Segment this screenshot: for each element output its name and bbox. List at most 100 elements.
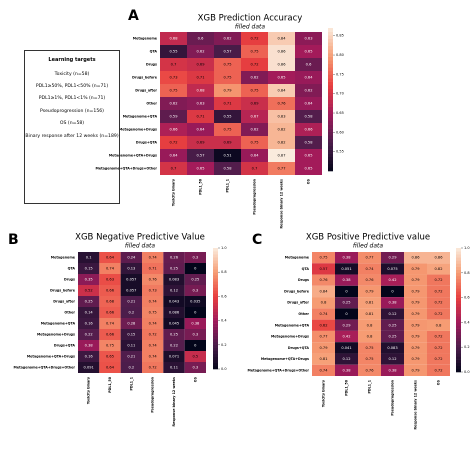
heatmap-cell bbox=[241, 45, 268, 58]
colorbar-segment bbox=[456, 331, 461, 336]
cell-label: 0 bbox=[194, 344, 197, 348]
colorbar-segment bbox=[456, 341, 461, 345]
heatmap-cell bbox=[358, 342, 381, 354]
row-label: Drugs+QTA bbox=[136, 141, 158, 145]
heatmap-cell bbox=[187, 97, 214, 110]
cell-label: 0.38 bbox=[388, 301, 397, 305]
cell-label: 0.8 bbox=[436, 323, 442, 327]
colorbar-tick-label: 0.60 bbox=[336, 130, 344, 134]
heatmap-cell bbox=[187, 71, 214, 84]
colorbar-segment bbox=[456, 254, 461, 258]
heatmap-cell bbox=[295, 149, 322, 162]
panel-letter: B bbox=[8, 232, 19, 248]
colorbar-segment bbox=[328, 128, 333, 132]
colorbar-segment bbox=[456, 316, 461, 320]
cell-label: 0.74 bbox=[106, 322, 115, 326]
heatmap-cell bbox=[312, 353, 335, 365]
cell-label: 0.26 bbox=[170, 256, 179, 260]
heatmap-cell bbox=[163, 274, 185, 285]
colorbar-segment bbox=[328, 53, 333, 57]
cell-label: 0.69 bbox=[250, 102, 259, 106]
row-label: Other bbox=[146, 102, 157, 106]
cell-label: 0.75 bbox=[223, 63, 231, 67]
cell-label: 0.79 bbox=[411, 357, 420, 361]
heatmap-cell bbox=[241, 149, 268, 162]
heatmap-cell bbox=[160, 71, 187, 84]
row-label: QTA bbox=[302, 267, 310, 271]
colorbar-segment bbox=[456, 297, 461, 301]
heatmap-cell bbox=[160, 45, 187, 58]
colorbar-segment bbox=[456, 337, 461, 342]
colorbar-segment bbox=[213, 293, 218, 297]
cell-label: 0.77 bbox=[319, 335, 327, 339]
heatmap-cell bbox=[335, 353, 358, 365]
heatmap-cell bbox=[142, 340, 164, 351]
colorbar-segment bbox=[456, 248, 461, 252]
row-label: Drugs_after bbox=[53, 300, 75, 304]
heatmap-cell bbox=[404, 274, 427, 286]
heatmap-cell bbox=[99, 351, 121, 362]
cell-label: 0.79 bbox=[411, 289, 420, 293]
cell-label: 0.69 bbox=[196, 63, 205, 67]
heatmap-cell bbox=[184, 285, 206, 296]
heatmap-cell bbox=[381, 308, 404, 320]
cell-label: 0.72 bbox=[434, 346, 442, 350]
colorbar-segment bbox=[213, 329, 218, 333]
heatmap-cell bbox=[99, 263, 121, 274]
colorbar-segment bbox=[456, 263, 461, 267]
cell-label: 0.79 bbox=[411, 278, 420, 282]
cell-label: 0.82 bbox=[434, 267, 442, 271]
row-label: Metagenome+QTA+Drugs+Other bbox=[14, 366, 76, 370]
cell-label: 0.1 bbox=[86, 256, 92, 260]
colorbar-segment bbox=[456, 275, 461, 280]
cell-label: 0.82 bbox=[277, 141, 285, 145]
colorbar-segment bbox=[213, 365, 218, 370]
heatmap-cell bbox=[142, 318, 164, 329]
heatmap-cell bbox=[99, 285, 121, 296]
colorbar-segment bbox=[456, 353, 461, 357]
heatmap-cell bbox=[358, 353, 381, 365]
cell-label: 0 bbox=[345, 312, 348, 316]
column-label: Pseudoprogression bbox=[253, 178, 257, 214]
cell-label: 0.29 bbox=[388, 256, 397, 260]
cell-label: 0.083 bbox=[169, 278, 179, 282]
cell-label: 0.16 bbox=[85, 322, 94, 326]
colorbar-tick-label: 0.2 bbox=[464, 345, 470, 349]
heatmap-cell bbox=[99, 307, 121, 318]
heatmap-cell bbox=[358, 297, 381, 309]
cell-label: 0.79 bbox=[411, 335, 420, 339]
cell-label: 0.6 bbox=[198, 37, 204, 41]
colorbar-segment bbox=[456, 325, 461, 329]
colorbar-segment bbox=[328, 99, 333, 104]
heatmap-cell bbox=[214, 32, 241, 45]
legend-item: OS (n=58) bbox=[59, 121, 85, 127]
colorbar-segment bbox=[213, 308, 218, 312]
colorbar-tick-label: 0.8 bbox=[221, 270, 227, 274]
cell-label: 0.72 bbox=[434, 289, 442, 293]
cell-label: 0.64 bbox=[169, 154, 178, 158]
row-label: Metagenome+QTA+Drugs bbox=[109, 154, 157, 158]
cell-label: 0.72 bbox=[149, 333, 157, 337]
heatmap-cell bbox=[214, 136, 241, 149]
cell-label: 0.68 bbox=[106, 300, 115, 304]
heatmap-cell bbox=[358, 364, 381, 376]
heatmap-cell bbox=[214, 162, 241, 175]
heatmap-cell bbox=[335, 342, 358, 354]
cell-label: 0.81 bbox=[365, 301, 373, 305]
heatmap-cell bbox=[184, 329, 206, 340]
colorbar-segment bbox=[456, 328, 461, 332]
cell-label: 0.57 bbox=[319, 267, 327, 271]
heatmap-cell bbox=[142, 274, 164, 285]
cell-label: 0.75 bbox=[365, 346, 373, 350]
cell-label: 0.84 bbox=[277, 89, 286, 93]
colorbar-segment bbox=[328, 35, 333, 40]
heatmap-cell bbox=[160, 84, 187, 97]
chart-title: XGB Positive Predictive value bbox=[306, 233, 430, 243]
cell-label: 0.12 bbox=[388, 312, 396, 316]
heatmap-cell bbox=[268, 32, 295, 45]
heatmap-cell bbox=[312, 319, 335, 331]
heatmap-cell bbox=[120, 274, 142, 285]
cell-label: 0.63 bbox=[196, 102, 204, 106]
colorbar-segment bbox=[328, 85, 333, 90]
cell-label: 0.25 bbox=[191, 278, 199, 282]
